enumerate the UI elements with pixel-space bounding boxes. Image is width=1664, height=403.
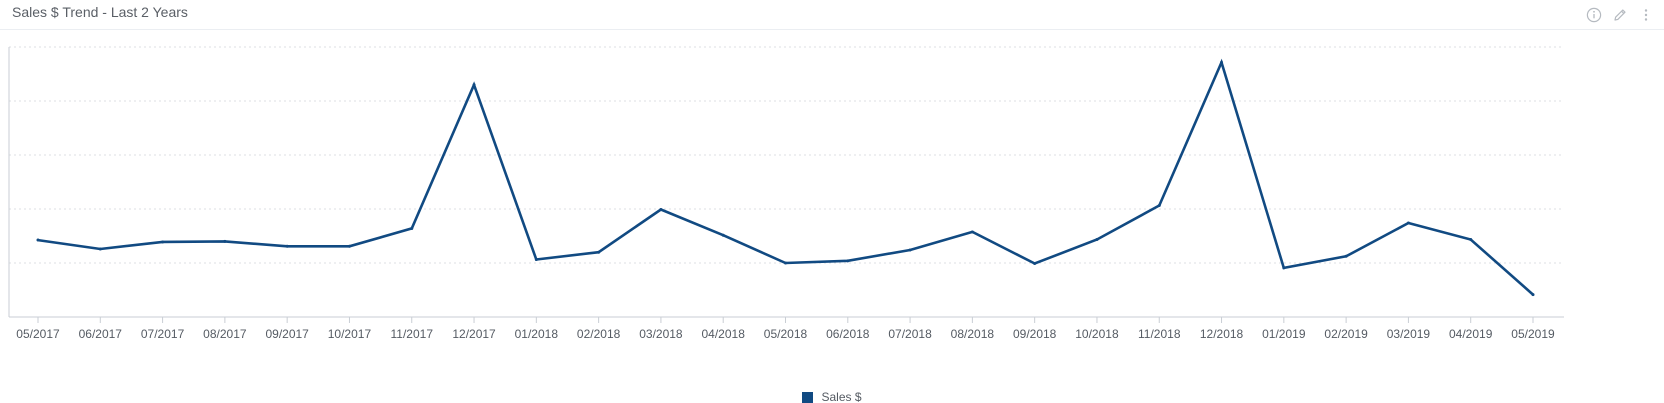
x-tick-label: 05/2018 (764, 327, 808, 341)
data-point (1095, 238, 1099, 242)
edit-icon[interactable] (1612, 7, 1628, 23)
x-tick-label: 08/2017 (203, 327, 247, 341)
legend-item-sales[interactable]: Sales $ (802, 390, 862, 403)
x-tick-label: 08/2018 (951, 327, 995, 341)
more-options-icon[interactable] (1638, 7, 1654, 23)
data-point (1033, 262, 1037, 266)
chart-area: 05/2017 06/2017 07/2017 08/2017 09/2017 10/20… (0, 30, 1664, 403)
data-point (98, 247, 102, 251)
data-point (1282, 266, 1286, 270)
x-tick-label: 12/2018 (1200, 327, 1244, 341)
x-tick-label: 01/2019 (1262, 327, 1306, 341)
x-tick-label: 07/2018 (888, 327, 932, 341)
data-point (1406, 221, 1410, 225)
line-chart: 05/2017 06/2017 07/2017 08/2017 09/2017 10/20… (8, 46, 1564, 341)
data-point (846, 259, 850, 263)
data-point (36, 238, 40, 242)
x-tick-label: 09/2017 (265, 327, 309, 341)
data-point (223, 239, 227, 243)
x-tick-label: 06/2017 (79, 327, 123, 341)
data-point (908, 248, 912, 252)
x-tick-label: 06/2018 (826, 327, 870, 341)
legend-swatch (802, 391, 814, 403)
x-tick-label: 12/2017 (452, 327, 496, 341)
x-tick-label: 09/2018 (1013, 327, 1057, 341)
x-tick-label: 01/2018 (515, 327, 559, 341)
data-point (1344, 254, 1348, 258)
data-point (285, 244, 289, 248)
x-tick-label: 11/2017 (391, 327, 434, 341)
x-tick-label: 05/2019 (1511, 327, 1555, 341)
chart-legend: Sales $ (0, 387, 1664, 403)
header-actions (1586, 6, 1654, 24)
info-icon[interactable] (1586, 7, 1602, 23)
data-point (472, 83, 476, 87)
data-point (1220, 60, 1224, 64)
x-tick-label: 05/2017 (16, 327, 60, 341)
x-tick-label: 10/2018 (1075, 327, 1119, 341)
data-point (721, 233, 725, 237)
data-point (1157, 203, 1161, 207)
x-tick-label: 03/2019 (1387, 327, 1431, 341)
series-line-sales (36, 58, 1535, 296)
header-divider (0, 29, 1664, 30)
data-point (597, 250, 601, 254)
x-tick-label: 02/2018 (577, 327, 621, 341)
widget-header: Sales $ Trend - Last 2 Years (0, 0, 1664, 30)
legend-label: Sales $ (821, 390, 862, 403)
data-point (161, 240, 165, 244)
x-tick-label: 03/2018 (639, 327, 683, 341)
data-point (410, 226, 414, 230)
data-point (659, 208, 663, 212)
x-tick-label: 11/2018 (1138, 327, 1181, 341)
x-tick-label: 07/2017 (141, 327, 185, 341)
x-tick-label: 04/2018 (702, 327, 746, 341)
x-tick-label: 10/2017 (328, 327, 372, 341)
data-point (970, 230, 974, 234)
x-tick-label: 02/2019 (1324, 327, 1368, 341)
data-point (534, 257, 538, 261)
data-point (347, 244, 351, 248)
chart-title: Sales $ Trend - Last 2 Years (12, 4, 188, 20)
x-tick-label: 04/2019 (1449, 327, 1493, 341)
data-point (1531, 293, 1535, 297)
data-point (1469, 238, 1473, 242)
data-point (784, 261, 787, 265)
